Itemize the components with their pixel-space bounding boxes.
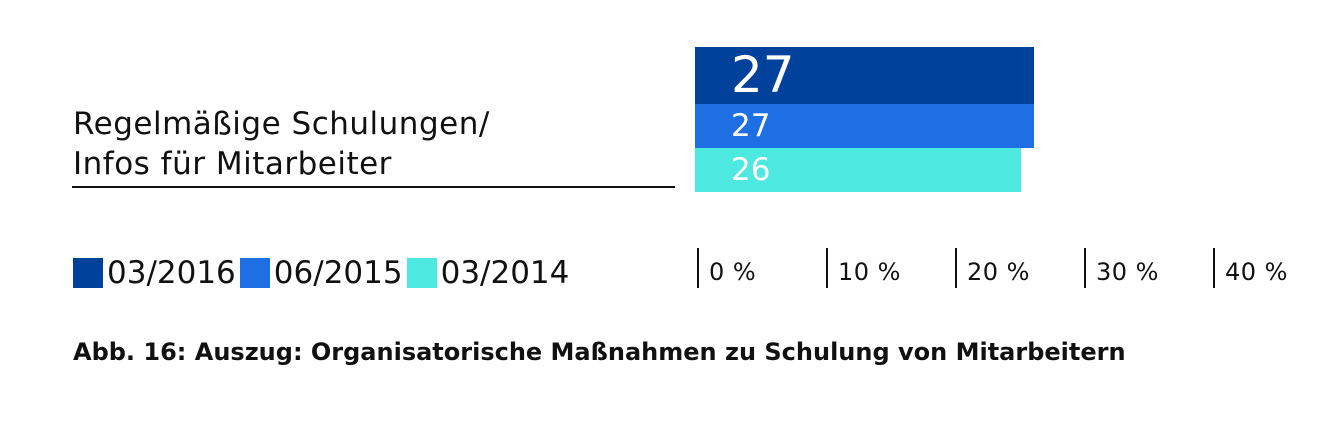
- legend-item: 03/2016: [73, 255, 236, 291]
- bar-06-2015: 27: [695, 104, 1034, 148]
- x-tick: [1213, 248, 1215, 288]
- x-tick-label: 10 %: [838, 258, 901, 286]
- bar-03-2014: 26: [695, 148, 1022, 192]
- category-label-line: Regelmäßige Schulungen/: [73, 106, 490, 142]
- category-label-line: Infos für Mitarbeiter: [73, 146, 392, 182]
- legend-label: 03/2016: [107, 255, 236, 291]
- x-tick: [955, 248, 957, 288]
- bar-value-label: 26: [731, 152, 771, 188]
- category-underline: [72, 186, 675, 188]
- category-label: Regelmäßige Schulungen/ Infos für Mitarb…: [73, 104, 490, 184]
- x-tick-label: 20 %: [967, 258, 1030, 286]
- x-tick-label: 0 %: [709, 258, 757, 286]
- x-tick-label: 40 %: [1225, 258, 1288, 286]
- x-tick: [826, 248, 828, 288]
- bar-03-2016: 27: [695, 47, 1034, 104]
- legend-item: 06/2015: [239, 255, 403, 291]
- legend-swatch: [406, 258, 437, 288]
- bar-value-label: 27: [731, 108, 771, 144]
- x-tick-label: 30 %: [1096, 258, 1159, 286]
- legend-label: 03/2014: [440, 255, 570, 291]
- figure-caption: Abb. 16: Auszug: Organisatorische Maßnah…: [73, 338, 1126, 366]
- legend-swatch: [73, 258, 103, 288]
- legend: 03/2016 06/2015 03/2014: [73, 255, 573, 291]
- bar-value-label: 27: [731, 46, 795, 104]
- legend-label: 06/2015: [273, 255, 403, 291]
- x-tick: [1084, 248, 1086, 288]
- legend-item: 03/2014: [406, 255, 570, 291]
- legend-swatch: [239, 258, 270, 288]
- x-tick: [697, 248, 699, 288]
